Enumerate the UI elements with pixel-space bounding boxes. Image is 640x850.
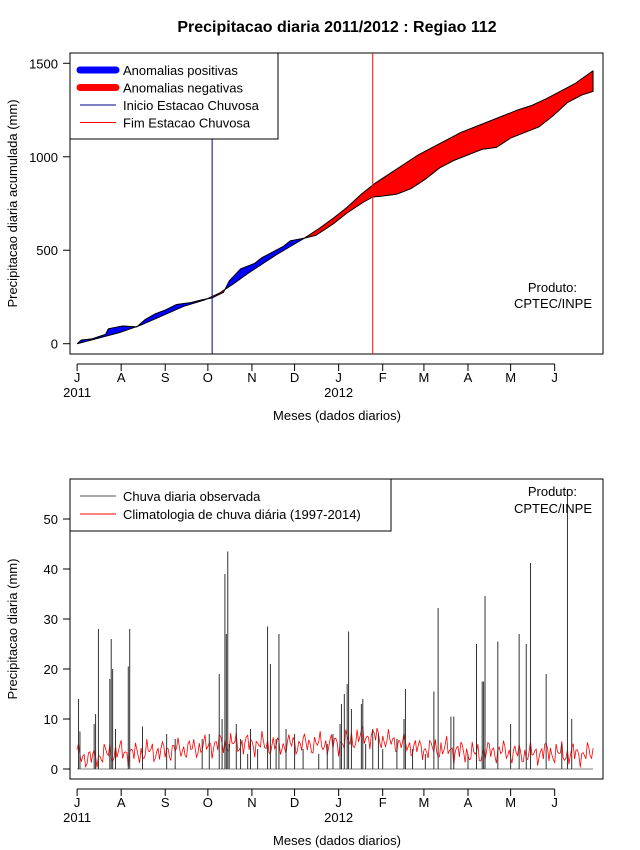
legend-label: Anomalias negativas xyxy=(123,81,243,96)
daily-x-tick-label: D xyxy=(290,795,299,810)
accumulated-x-tick-label: J xyxy=(551,370,558,385)
daily-x-tick-label: A xyxy=(117,795,126,810)
accumulated-y-tick-label: 1500 xyxy=(29,56,58,71)
daily-x-tick-label: F xyxy=(379,795,387,810)
accumulated-x-tick-label: S xyxy=(161,370,170,385)
accumulated-x-tick-label: J xyxy=(74,370,81,385)
accumulated-x-tick-label: D xyxy=(290,370,299,385)
figure-title: Precipitacao diaria 2011/2012 : Regiao 1… xyxy=(177,19,496,36)
daily-year-label: 2012 xyxy=(324,810,353,825)
daily-legend: Chuva diaria observada Climatologia de ch… xyxy=(69,478,392,532)
accumulated-x-tick-label: N xyxy=(247,370,256,385)
daily-x-tick-label: J xyxy=(551,795,558,810)
daily-y-tick-label: 20 xyxy=(44,662,58,677)
daily-y-tick-label: 10 xyxy=(44,712,58,727)
observed-accumulated-line xyxy=(76,70,594,345)
daily-x-axis-title: Meses (dados diarios) xyxy=(273,833,401,848)
accumulated-y-axis-title: Precipitacao diaria acumulada (mm) xyxy=(5,99,20,307)
credit-source: CPTEC/INPE xyxy=(514,296,592,311)
daily-year-label: 2011 xyxy=(63,810,91,825)
legend-label: Inicio Estacao Chuvosa xyxy=(123,98,260,113)
accumulated-x-tick-label: A xyxy=(117,370,126,385)
daily-x-tick-label: S xyxy=(161,795,170,810)
accumulated-year-label: 2011 xyxy=(63,385,91,400)
accumulated-x-tick-label: M xyxy=(418,370,429,385)
accumulated-y-tick-label: 1000 xyxy=(29,150,58,165)
legend-frame xyxy=(69,478,392,532)
daily-y-tick-label: 40 xyxy=(44,562,58,577)
daily-y-tick-label: 30 xyxy=(44,612,58,627)
daily-x-tick-label: M xyxy=(418,795,429,810)
daily-x-tick-label: N xyxy=(247,795,256,810)
legend-label: Fim Estacao Chuvosa xyxy=(123,116,251,131)
legend-label: Chuva diaria observada xyxy=(123,489,261,504)
daily-x-tick-label: J xyxy=(74,795,81,810)
accumulated-year-label: 2012 xyxy=(324,385,353,400)
legend-label: Climatologia de chuva diária (1997-2014) xyxy=(123,507,361,522)
accumulated-legend: Anomalias positivas Anomalias negativas In… xyxy=(69,52,279,140)
daily-x-tick-label: J xyxy=(335,795,342,810)
accumulated-x-tick-label: M xyxy=(505,370,516,385)
daily-x-tick-label: O xyxy=(203,795,213,810)
credit-source: CPTEC/INPE xyxy=(514,501,592,516)
climatology-daily-line xyxy=(76,725,594,769)
accumulated-x-axis-title: Meses (dados diarios) xyxy=(273,408,401,423)
accumulated-y-tick-label: 0 xyxy=(51,337,58,352)
daily-y-tick-label: 0 xyxy=(51,762,58,777)
daily-y-axis-title: Precipitacao diaria (mm) xyxy=(5,559,20,700)
accumulated-x-tick-label: A xyxy=(464,370,473,385)
daily-x-tick-label: A xyxy=(464,795,473,810)
daily-y-tick-label: 50 xyxy=(44,512,58,527)
legend-label: Anomalias positivas xyxy=(123,63,238,78)
accumulated-x-tick-label: J xyxy=(335,370,342,385)
accumulated-x-tick-label: F xyxy=(379,370,387,385)
climatology-accumulated-line xyxy=(76,70,594,345)
accumulated-x-tick-label: O xyxy=(203,370,213,385)
daily-x-tick-label: M xyxy=(505,795,516,810)
accumulated-y-tick-label: 500 xyxy=(36,243,58,258)
credit-label: Produto: xyxy=(528,280,577,295)
credit-label: Produto: xyxy=(528,484,577,499)
